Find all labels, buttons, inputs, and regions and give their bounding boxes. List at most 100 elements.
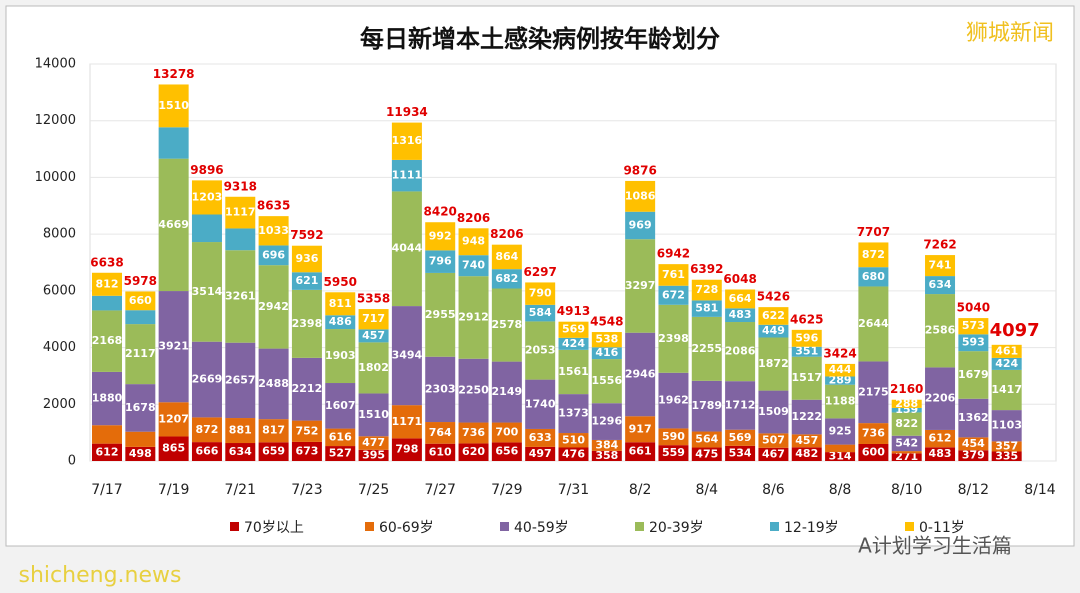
bar-segment — [825, 444, 856, 453]
bar-segment — [891, 451, 922, 454]
legend-label: 40-59岁 — [514, 520, 569, 536]
y-tick-label: 0 — [68, 454, 76, 469]
bar-segment — [191, 214, 222, 243]
data-label: 634 — [929, 278, 952, 291]
bar-segment — [658, 264, 689, 286]
data-label: 1103 — [991, 419, 1022, 432]
bar-segment — [92, 371, 122, 426]
data-label: 1789 — [691, 399, 722, 412]
data-label: 1316 — [392, 134, 423, 147]
data-label: 3261 — [225, 289, 256, 302]
bar-segment — [425, 356, 456, 423]
data-label: 2168 — [92, 334, 123, 347]
data-label: 467 — [762, 447, 785, 460]
bar-segment — [158, 158, 189, 292]
data-label: 573 — [962, 319, 985, 332]
bar-segment — [225, 418, 256, 444]
data-label: 2250 — [458, 384, 489, 397]
bar-segment — [525, 428, 556, 447]
data-label: 2255 — [691, 342, 722, 355]
total-label: 5040 — [957, 301, 990, 315]
bar-segment — [358, 393, 389, 437]
bar-segment — [92, 310, 122, 372]
x-tick-label: 8/14 — [1024, 482, 1056, 498]
data-label: 2398 — [658, 332, 689, 345]
bar-segment — [425, 272, 456, 357]
bar-segment — [158, 84, 189, 128]
total-label: 4548 — [590, 315, 623, 329]
bar-segment — [991, 369, 1022, 411]
bar-segment — [191, 417, 222, 443]
bar-segment — [92, 425, 122, 444]
bar-segment — [625, 239, 656, 333]
bar-segment — [425, 422, 456, 444]
bar-segment — [825, 376, 856, 385]
data-label: 538 — [595, 333, 618, 346]
data-label: 482 — [795, 447, 818, 460]
bar-segment — [691, 431, 722, 448]
total-label: 3424 — [823, 346, 856, 360]
bar-segment — [925, 367, 956, 430]
bar-segment — [358, 342, 389, 394]
total-label: 5950 — [324, 275, 357, 289]
bar-segment — [358, 449, 389, 461]
bar-segment — [458, 358, 489, 423]
total-label: 6942 — [657, 247, 690, 261]
data-label: 3514 — [192, 285, 223, 298]
data-label: 1561 — [558, 365, 589, 378]
bar-segment — [225, 342, 256, 419]
bar-segment — [758, 337, 789, 391]
bar-segment — [125, 446, 156, 461]
bar-segment — [125, 310, 156, 325]
data-label: 314 — [829, 450, 852, 463]
bar-segment — [625, 416, 656, 443]
total-label: 6638 — [90, 255, 123, 269]
bar-segment — [258, 245, 289, 266]
data-label: 358 — [595, 449, 618, 462]
data-label: 666 — [195, 445, 218, 458]
data-label: 812 — [96, 277, 119, 290]
x-tick-label: 7/29 — [491, 482, 522, 498]
bar-segment — [191, 341, 222, 418]
x-tick-label: 7/21 — [225, 482, 256, 498]
bar-segment — [191, 180, 222, 215]
data-label: 872 — [862, 248, 885, 261]
total-label: 6297 — [523, 265, 556, 279]
legend-swatch — [770, 522, 779, 531]
x-tick-label: 8/6 — [762, 482, 785, 498]
bar-segment — [291, 357, 322, 421]
bar-segment — [458, 422, 489, 444]
bar-segment — [491, 361, 522, 423]
data-label: 969 — [629, 218, 652, 231]
legend-label: 60-69岁 — [379, 520, 434, 536]
data-label: 2586 — [925, 324, 956, 337]
data-label: 634 — [229, 445, 252, 458]
bar-segment — [325, 315, 356, 330]
bar-segment — [458, 276, 489, 359]
bar-segment — [225, 443, 256, 461]
data-label: 475 — [695, 447, 718, 460]
bar-segment — [525, 379, 556, 429]
bar-segment — [658, 428, 689, 446]
data-label: 600 — [862, 445, 885, 458]
data-label: 335 — [995, 449, 1018, 462]
data-label: 1203 — [192, 190, 223, 203]
bar-segment — [491, 288, 522, 362]
total-label: 8206 — [490, 227, 523, 241]
data-label: 736 — [862, 427, 885, 440]
x-tick-label: 8/12 — [958, 482, 989, 498]
x-tick-label: 7/27 — [424, 482, 455, 498]
data-label: 740 — [462, 259, 485, 272]
bar-segment — [858, 423, 889, 444]
data-label: 1510 — [158, 99, 189, 112]
data-label: 917 — [629, 422, 652, 435]
data-label: 2912 — [458, 310, 489, 323]
y-tick-label: 8000 — [43, 227, 76, 242]
data-label: 510 — [562, 433, 585, 446]
total-label: 4625 — [790, 312, 823, 326]
data-label: 661 — [629, 445, 652, 458]
data-label: 1740 — [525, 397, 556, 410]
data-label: 379 — [962, 449, 985, 462]
data-label: 610 — [429, 445, 452, 458]
data-label: 2644 — [858, 317, 889, 330]
